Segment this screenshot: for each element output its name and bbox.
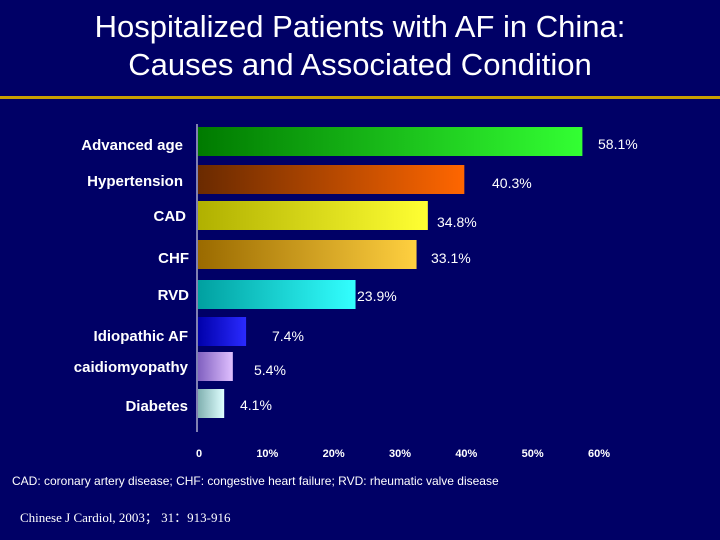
value-label-1: 40.3%	[492, 175, 532, 191]
bars-group	[198, 127, 583, 418]
category-label-1: Hypertension	[87, 173, 183, 190]
bar-4	[198, 280, 356, 309]
x-tick-6: 60%	[588, 448, 610, 460]
citation: Chinese J Cardiol, 2003； 31：913-916	[20, 510, 231, 525]
value-label-6: 5.4%	[254, 362, 286, 378]
bar-0	[198, 127, 583, 156]
x-tick-2: 20%	[323, 448, 345, 460]
x-tick-3: 30%	[389, 448, 411, 460]
abbreviations-footnote: CAD: coronary artery disease; CHF: conge…	[12, 474, 499, 488]
x-tick-4: 40%	[455, 448, 477, 460]
x-tick-0: 0	[196, 448, 202, 460]
bar-5	[198, 317, 247, 346]
title-line-1: Hospitalized Patients with AF in China:	[94, 9, 626, 44]
value-label-7: 4.1%	[240, 397, 272, 413]
value-label-3: 33.1%	[431, 250, 471, 266]
category-label-4: RVD	[158, 287, 190, 304]
category-label-2: CAD	[154, 208, 187, 225]
bar-6	[198, 352, 233, 381]
value-label-4: 23.9%	[357, 288, 397, 304]
bar-7	[198, 389, 225, 418]
title-line-2: Causes and Associated Condition	[128, 47, 592, 82]
bar-1	[198, 165, 465, 194]
bar-3	[198, 240, 417, 269]
value-labels: 58.1% 40.3% 34.8% 33.1% 23.9% 7.4% 5.4% 4.1%	[240, 136, 638, 413]
category-label-5: Idiopathic AF	[94, 328, 188, 345]
category-labels: Advanced age Hypertension CAD CHF RVD Idiopat…	[74, 137, 189, 415]
category-label-6: caidiomyopathy	[74, 359, 189, 376]
bar-2	[198, 201, 428, 230]
value-label-0: 58.1%	[598, 136, 638, 152]
category-label-3: CHF	[158, 250, 189, 267]
x-tick-1: 10%	[256, 448, 278, 460]
category-label-0: Advanced age	[81, 137, 183, 154]
x-tick-5: 50%	[522, 448, 544, 460]
slide-title: Hospitalized Patients with AF in China: …	[0, 8, 720, 84]
x-axis-ticks: 0 10% 20% 30% 40% 50% 60%	[196, 448, 610, 460]
category-label-7: Diabetes	[125, 398, 188, 415]
value-label-5: 7.4%	[272, 328, 304, 344]
title-divider	[0, 96, 720, 99]
value-label-2: 34.8%	[437, 214, 477, 230]
